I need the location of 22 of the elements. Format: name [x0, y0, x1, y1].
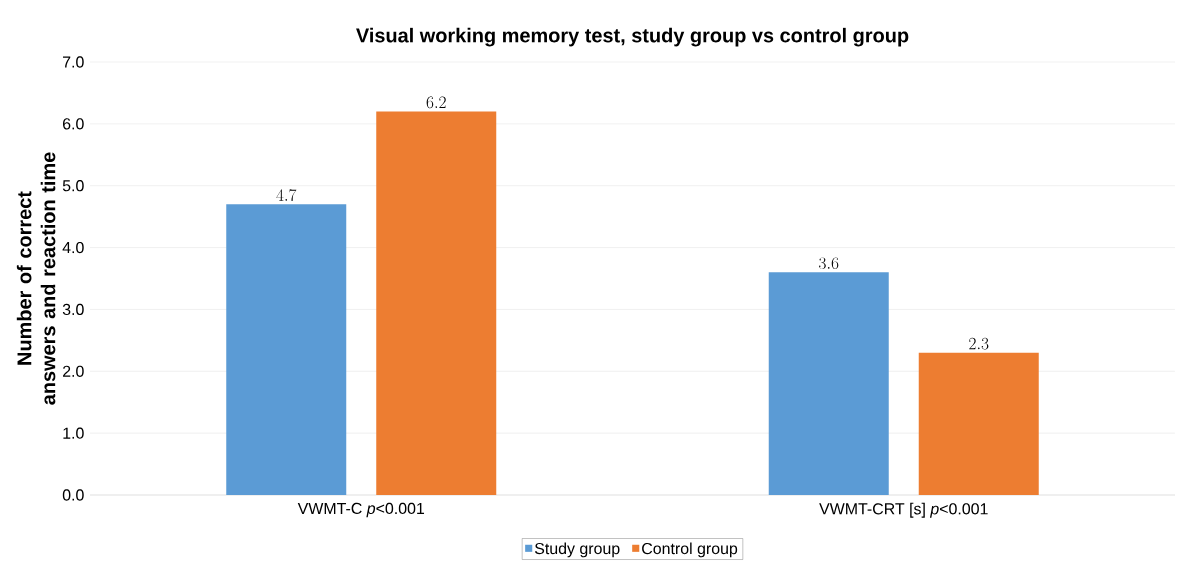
data-label: 4.7	[276, 189, 297, 202]
y-tick-label: 6.0	[63, 118, 84, 130]
y-axis-title: Number of correct answers and reaction time	[16, 152, 56, 405]
bar	[226, 204, 347, 495]
y-tick-label: 7.0	[63, 56, 84, 68]
legend-label: Control group	[642, 542, 738, 558]
bar	[376, 111, 497, 495]
y-tick-label: 0.0	[62, 489, 84, 501]
data-label: 2.3	[969, 337, 989, 350]
y-tick-label: 1.0	[63, 427, 84, 439]
data-label: 3.6	[819, 257, 839, 270]
y-tick-label: 3.0	[62, 303, 84, 316]
y-tick-label: 5.0	[62, 180, 84, 192]
chart-title: Visual working memory test, study group vs control group	[356, 27, 909, 47]
bar	[768, 272, 889, 495]
bar	[918, 352, 1039, 495]
x-tick-label: VWMT-CRT [s] p<0.001	[819, 502, 988, 518]
y-tick-label: 4.0	[62, 241, 84, 254]
legend-label: Study group	[534, 542, 620, 558]
x-tick-label: VWMT-C p<0.001	[297, 502, 425, 518]
data-label: 6.2	[426, 96, 446, 109]
y-tick-label: 2.0	[62, 365, 84, 377]
